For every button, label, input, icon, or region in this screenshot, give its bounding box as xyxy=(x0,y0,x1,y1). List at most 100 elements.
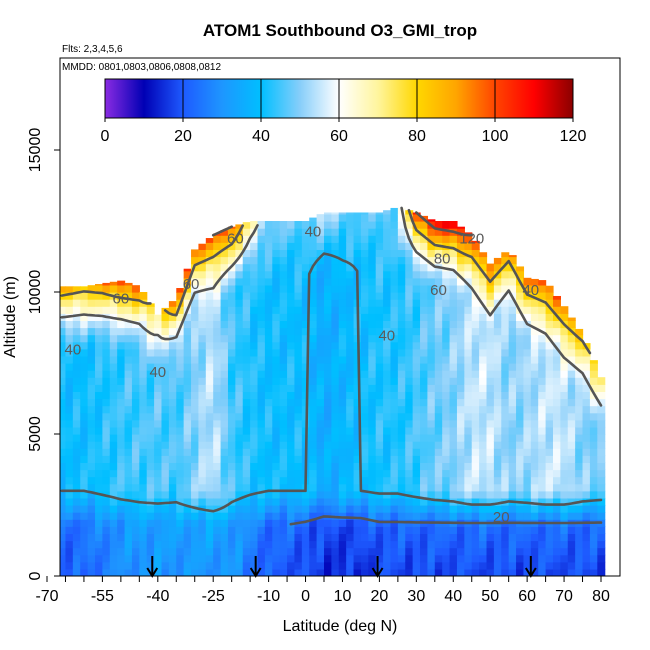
heat-cell xyxy=(471,476,480,485)
heat-cell xyxy=(375,341,384,350)
heat-cell xyxy=(456,526,465,534)
heat-cell xyxy=(168,448,177,456)
heat-cell xyxy=(183,313,192,321)
heat-cell xyxy=(538,284,547,293)
heat-cell xyxy=(235,249,244,258)
heat-cell xyxy=(242,412,251,421)
heat-cell xyxy=(95,519,103,527)
heat-cell xyxy=(87,285,96,293)
heat-cell xyxy=(331,284,340,293)
heat-cell xyxy=(205,370,214,378)
heat-cell xyxy=(124,341,133,350)
heat-cell xyxy=(353,505,362,513)
heat-cell xyxy=(368,263,377,272)
heat-cell xyxy=(360,221,369,229)
heat-cell xyxy=(479,561,488,570)
heat-cell xyxy=(420,377,429,385)
heat-cell xyxy=(301,568,310,576)
heat-cell xyxy=(183,469,192,478)
heat-cell xyxy=(109,398,118,407)
heat-cell xyxy=(493,341,502,350)
heat-cell xyxy=(154,341,163,350)
heat-cell xyxy=(95,533,103,542)
heat-cell xyxy=(264,526,273,534)
heat-cell xyxy=(102,341,111,350)
heat-cell xyxy=(272,554,281,563)
heat-cell xyxy=(235,256,244,265)
heat-cell xyxy=(368,519,377,527)
heat-cell xyxy=(516,469,525,478)
heat-cell xyxy=(301,490,310,499)
heat-cell xyxy=(154,377,163,385)
heat-cell xyxy=(552,363,561,371)
heat-cell xyxy=(545,497,554,506)
heat-cell xyxy=(397,405,406,414)
heat-cell xyxy=(109,476,118,485)
heat-cell xyxy=(589,419,598,428)
heat-cell xyxy=(139,568,148,576)
heat-cell xyxy=(456,448,465,456)
heat-cell xyxy=(257,299,266,307)
heat-cell xyxy=(80,391,89,400)
heat-cell xyxy=(486,441,495,449)
heat-cell xyxy=(597,497,606,506)
heat-cell xyxy=(272,505,281,513)
heat-cell xyxy=(316,313,325,321)
heat-cell xyxy=(552,505,561,513)
heat-cell xyxy=(213,299,222,307)
heat-cell xyxy=(294,292,303,300)
heat-cell xyxy=(102,306,111,314)
heat-cell xyxy=(338,292,347,300)
heat-cell xyxy=(279,242,288,250)
heat-cell xyxy=(272,221,281,229)
heat-cell xyxy=(124,299,133,307)
heat-cell xyxy=(198,554,207,563)
heat-cell xyxy=(471,348,480,357)
heat-cell xyxy=(538,348,547,357)
heat-cell xyxy=(375,306,384,314)
heat-cell xyxy=(464,540,473,549)
heat-cell xyxy=(109,391,118,400)
heat-cell xyxy=(405,419,414,428)
heat-cell xyxy=(383,228,392,236)
heat-cell xyxy=(560,505,569,513)
heat-cell xyxy=(279,540,288,549)
heat-cell xyxy=(257,540,266,549)
heat-cell xyxy=(191,441,200,449)
heat-cell xyxy=(360,448,369,456)
heat-cell xyxy=(427,497,436,506)
heat-cell xyxy=(353,547,362,556)
heat-cell xyxy=(294,505,303,513)
heat-cell xyxy=(205,313,214,321)
heat-cell xyxy=(346,363,355,371)
heat-cell xyxy=(338,547,347,556)
heat-cell xyxy=(80,490,89,499)
heat-cell xyxy=(390,405,399,414)
heat-cell xyxy=(60,412,67,421)
heat-cell xyxy=(397,483,406,492)
heat-cell xyxy=(360,519,369,527)
heat-cell xyxy=(205,256,214,265)
heat-cell xyxy=(442,249,451,258)
heat-cell xyxy=(434,533,443,542)
heat-cell xyxy=(242,526,251,534)
heat-cell xyxy=(523,334,532,343)
heat-cell xyxy=(471,512,480,520)
heat-cell xyxy=(139,426,148,435)
heat-cell xyxy=(479,256,488,265)
contour-label: 40 xyxy=(378,327,395,344)
heat-cell xyxy=(131,554,140,563)
heat-cell xyxy=(442,348,451,357)
heat-cell xyxy=(324,476,332,485)
heat-cell xyxy=(575,370,584,378)
heat-cell xyxy=(530,370,539,378)
heat-cell xyxy=(501,348,510,357)
heat-cell xyxy=(405,384,414,392)
heat-cell xyxy=(294,405,303,414)
heat-cell xyxy=(375,526,384,534)
heat-cell xyxy=(427,398,436,407)
heat-cell xyxy=(486,348,495,357)
heat-cell xyxy=(213,412,222,421)
heat-cell xyxy=(301,384,310,392)
heat-cell xyxy=(516,391,525,400)
